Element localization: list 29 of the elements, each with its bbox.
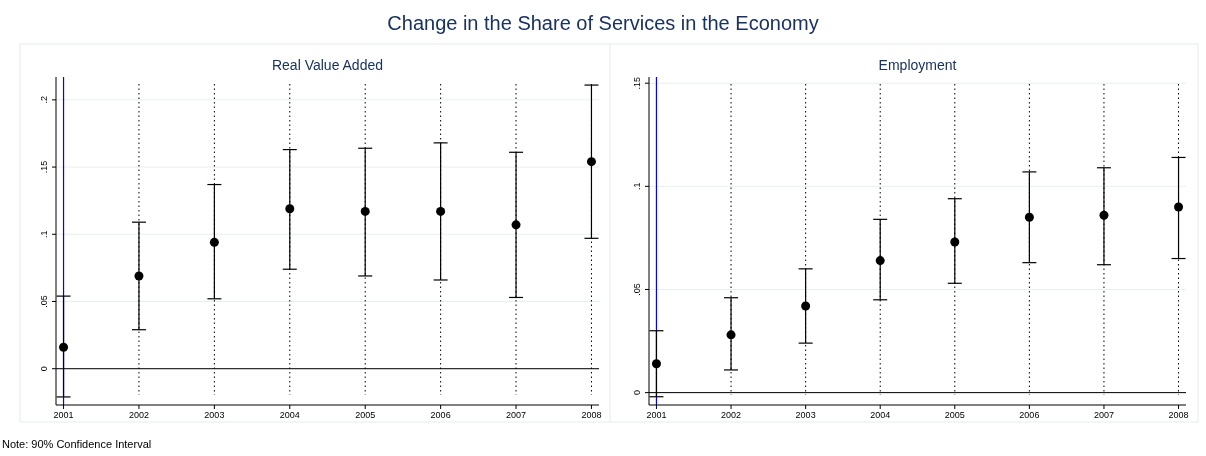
chart-title: Real Value Added bbox=[271, 57, 384, 73]
y-tick-label: 0 bbox=[632, 390, 642, 396]
x-tick-label: 2003 bbox=[204, 410, 225, 420]
x-tick-label: 2005 bbox=[355, 410, 376, 420]
y-tick-label: .05 bbox=[39, 295, 49, 308]
text: Change in the Share of Services in the Economy bbox=[387, 12, 819, 34]
y-tick-label: .2 bbox=[39, 96, 49, 104]
y-tick-label: .1 bbox=[632, 182, 642, 191]
x-tick-label: 2004 bbox=[279, 410, 300, 420]
x-tick-label: 2003 bbox=[795, 410, 816, 420]
x-tick-label: 2008 bbox=[581, 410, 602, 420]
y-tick-label: .15 bbox=[632, 76, 642, 90]
text: Note: 90% Confidence Interval bbox=[2, 438, 152, 450]
x-tick-label: 2002 bbox=[721, 410, 742, 420]
y-tick-label: .05 bbox=[632, 283, 642, 296]
x-tick-label: 2005 bbox=[944, 410, 965, 420]
y-tick-label: 0 bbox=[39, 366, 49, 372]
x-tick-label: 2001 bbox=[646, 410, 667, 420]
x-tick-label: 2006 bbox=[430, 410, 451, 420]
x-tick-label: 2004 bbox=[870, 410, 891, 420]
chart-title: Employment bbox=[878, 57, 957, 73]
x-tick-label: 2008 bbox=[1168, 410, 1189, 420]
x-tick-label: 2002 bbox=[128, 410, 149, 420]
x-tick-label: 2006 bbox=[1019, 410, 1040, 420]
x-tick-label: 2007 bbox=[1093, 410, 1114, 420]
x-tick-label: 2001 bbox=[53, 410, 74, 420]
x-tick-label: 2007 bbox=[506, 410, 527, 420]
y-tick-label: .1 bbox=[39, 230, 49, 239]
y-tick-label: .15 bbox=[39, 160, 49, 174]
